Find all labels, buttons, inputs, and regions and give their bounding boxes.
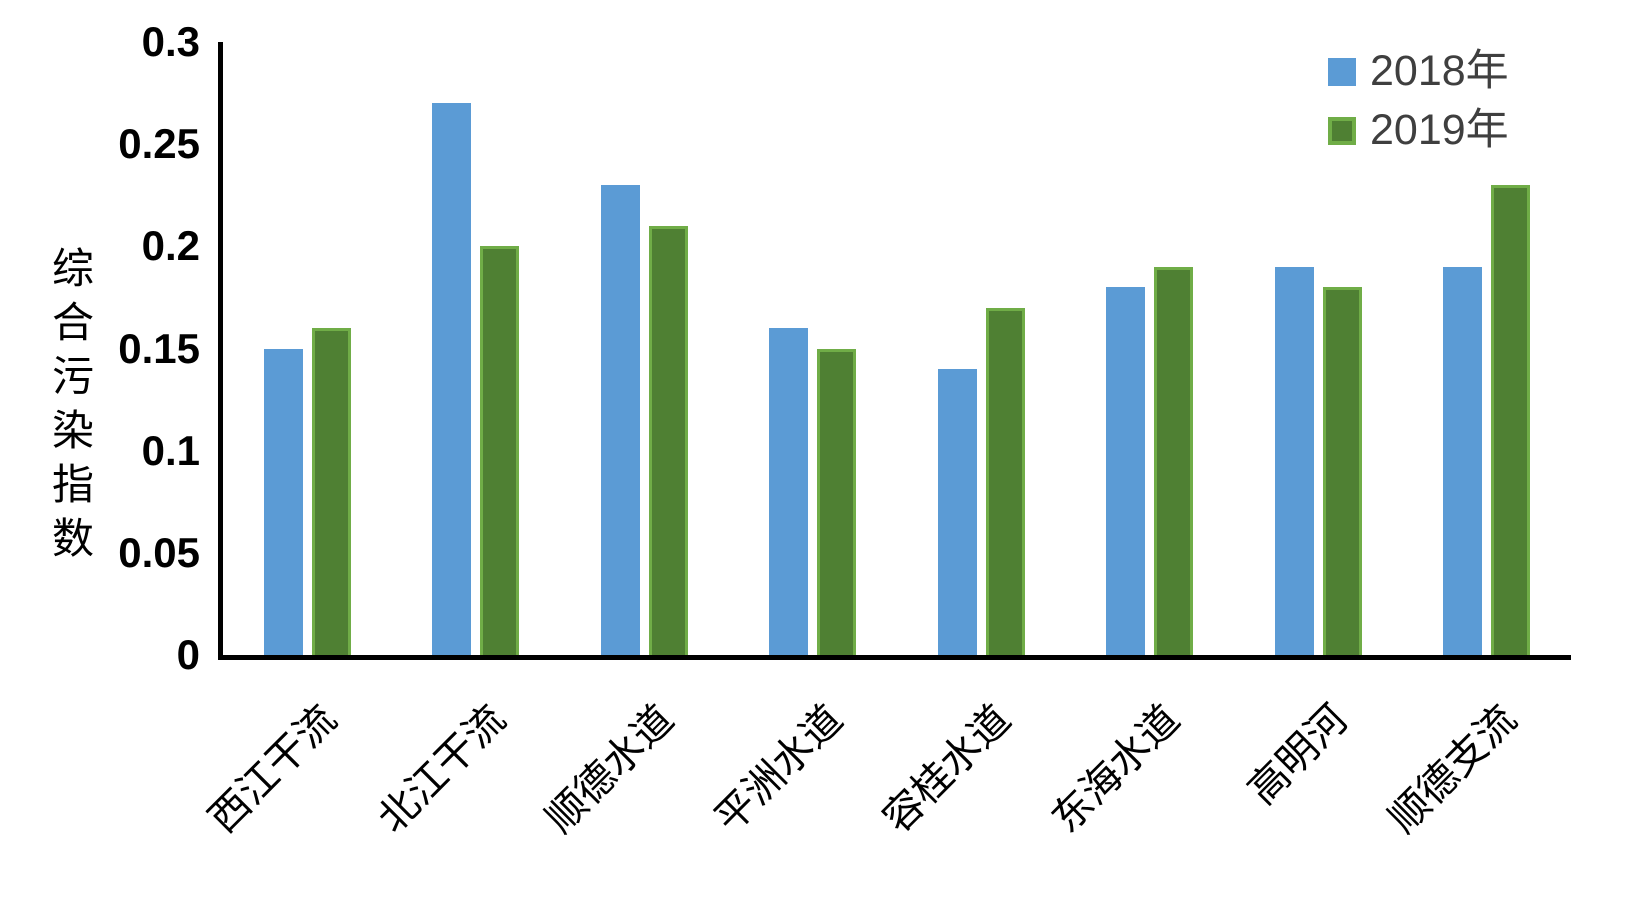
bar-group-1 bbox=[223, 42, 392, 655]
bar-group-3 bbox=[560, 42, 729, 655]
bar-2019-顺德支流 bbox=[1491, 185, 1531, 655]
x-axis-label-顺德水道: 顺德水道 bbox=[537, 696, 683, 842]
y-tick-label-0.3: 0.3 bbox=[141, 18, 200, 65]
x-axis-label-东海水道: 东海水道 bbox=[1042, 696, 1188, 842]
y-tick-label-0.15: 0.15 bbox=[118, 324, 200, 372]
legend: 2018年 2019年 bbox=[1328, 50, 1509, 152]
legend-label-2019: 2019年 bbox=[1370, 106, 1509, 154]
bar-group-2 bbox=[392, 42, 561, 655]
x-axis-label-北江干流: 北江干流 bbox=[368, 696, 514, 842]
bar-group-8 bbox=[1403, 42, 1572, 655]
legend-item-2018: 2018年 bbox=[1328, 50, 1509, 93]
bar-2019-东海水道 bbox=[1154, 266, 1194, 655]
bar-2018-东海水道 bbox=[1106, 287, 1146, 655]
legend-swatch-2018-icon bbox=[1328, 57, 1356, 86]
y-tick-label-0.2: 0.2 bbox=[141, 222, 200, 270]
bar-2018-北江干流 bbox=[432, 103, 472, 655]
bar-group-6 bbox=[1066, 42, 1235, 655]
bar-2019-顺德水道 bbox=[648, 225, 688, 655]
bar-2018-西江干流 bbox=[263, 348, 303, 655]
x-axis-label-容桂水道: 容桂水道 bbox=[874, 696, 1020, 842]
x-axis-label-高明河: 高明河 bbox=[1239, 696, 1357, 813]
legend-label-2018: 2018年 bbox=[1370, 47, 1509, 95]
x-axis-label-西江干流: 西江干流 bbox=[200, 696, 346, 842]
bar-2018-顺德支流 bbox=[1443, 266, 1483, 655]
x-axis-label-顺德支流: 顺德支流 bbox=[1379, 696, 1525, 842]
bar-group-5 bbox=[897, 42, 1066, 655]
bar-2019-平洲水道 bbox=[817, 348, 857, 655]
bar-2018-顺德水道 bbox=[600, 185, 640, 655]
bar-2018-容桂水道 bbox=[937, 368, 977, 655]
y-tick-label-0: 0 bbox=[176, 631, 200, 678]
bar-group-7 bbox=[1234, 42, 1403, 655]
bar-2019-高明河 bbox=[1322, 287, 1362, 655]
bar-2019-北江干流 bbox=[480, 246, 520, 655]
bar-2019-西江干流 bbox=[311, 328, 351, 655]
bar-2018-高明河 bbox=[1274, 266, 1314, 655]
x-axis-label-平洲水道: 平洲水道 bbox=[705, 696, 851, 842]
legend-swatch-2019-icon bbox=[1328, 116, 1356, 145]
plot-area bbox=[218, 42, 1571, 660]
bar-2019-容桂水道 bbox=[985, 307, 1025, 655]
legend-item-2019: 2019年 bbox=[1328, 109, 1509, 152]
y-tick-label-0.1: 0.1 bbox=[141, 426, 200, 474]
bar-groups bbox=[223, 42, 1571, 655]
bar-2018-平洲水道 bbox=[769, 328, 809, 655]
y-axis-title: 综 合 污 染 指 数 bbox=[51, 247, 94, 563]
y-tick-label-0.25: 0.25 bbox=[118, 120, 200, 168]
y-tick-label-0.05: 0.05 bbox=[118, 528, 200, 576]
bar-group-4 bbox=[729, 42, 898, 655]
